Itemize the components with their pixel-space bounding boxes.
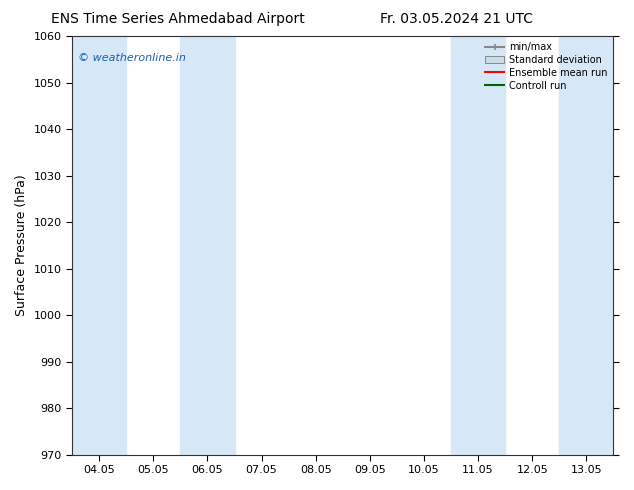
Legend: min/max, Standard deviation, Ensemble mean run, Controll run: min/max, Standard deviation, Ensemble me… <box>481 38 612 95</box>
Text: ENS Time Series Ahmedabad Airport: ENS Time Series Ahmedabad Airport <box>51 12 304 26</box>
Bar <box>72 36 126 455</box>
Title: ENS Time Series Ahmedabad Airport      Fr. 03.05.2024 21 UTC: ENS Time Series Ahmedabad Airport Fr. 03… <box>0 489 1 490</box>
Y-axis label: Surface Pressure (hPa): Surface Pressure (hPa) <box>15 174 28 316</box>
Text: Fr. 03.05.2024 21 UTC: Fr. 03.05.2024 21 UTC <box>380 12 533 26</box>
Bar <box>451 36 505 455</box>
Bar <box>559 36 614 455</box>
Text: © weatheronline.in: © weatheronline.in <box>77 53 185 63</box>
Bar <box>180 36 235 455</box>
